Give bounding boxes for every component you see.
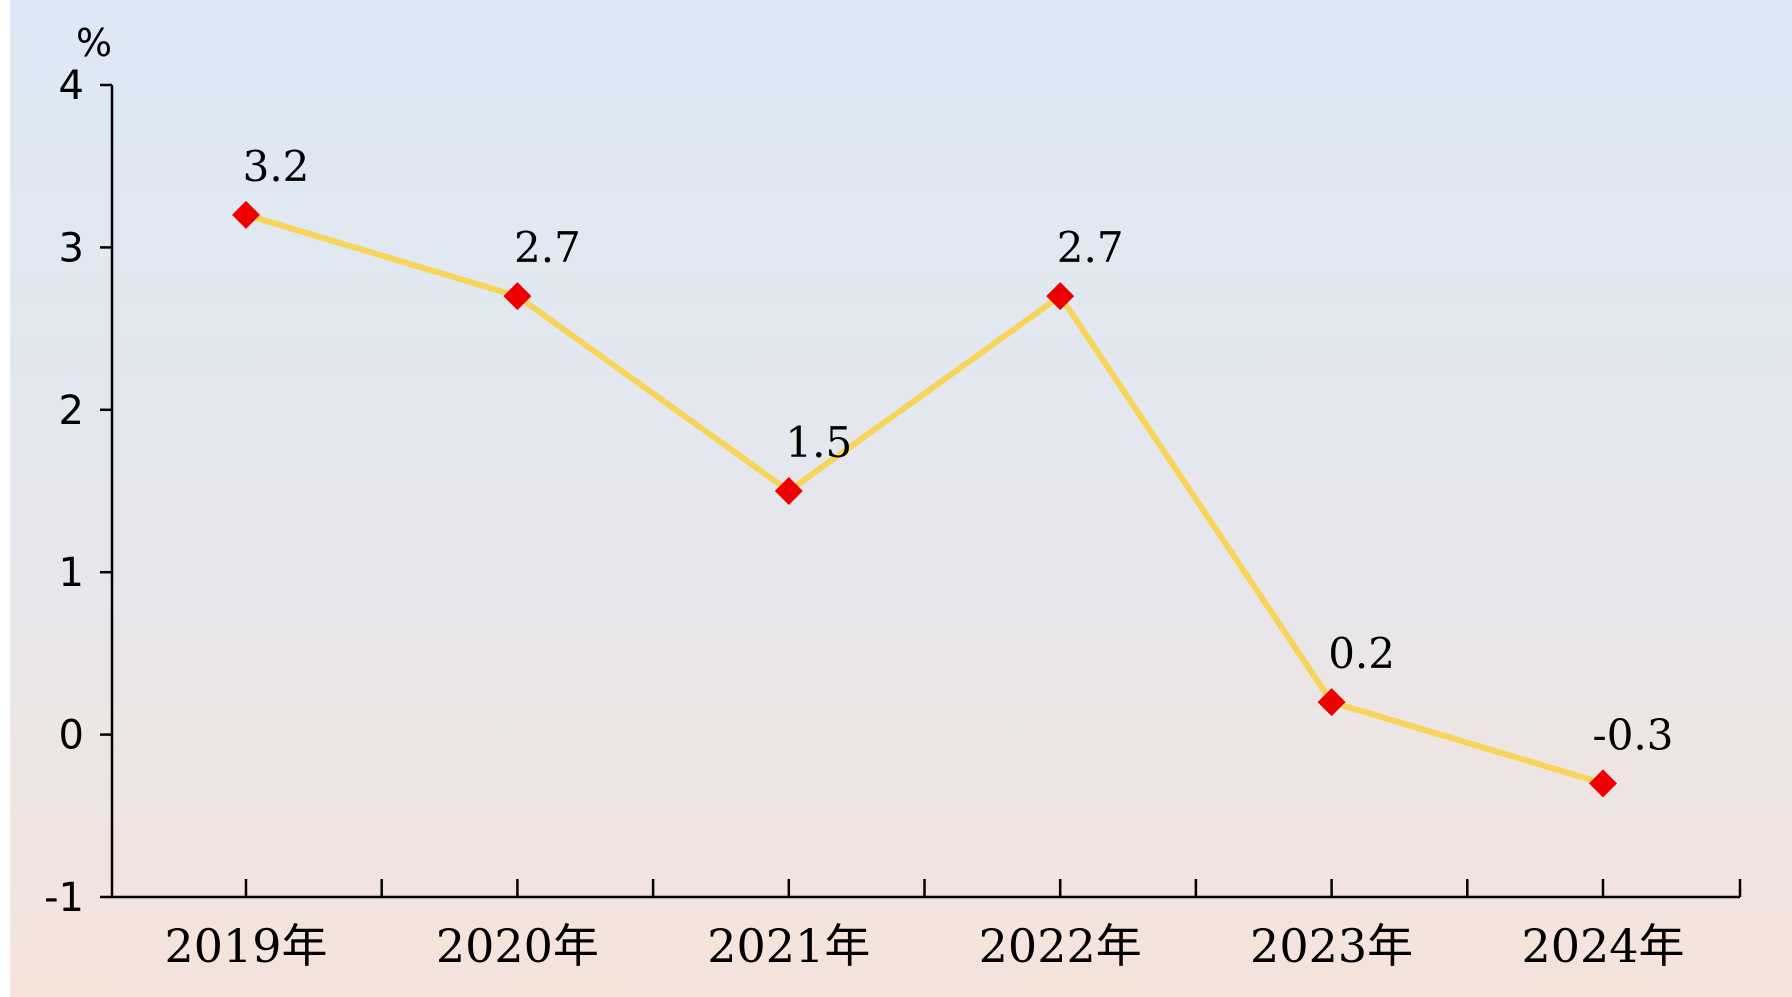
data-value-label: 0.2 [1328, 629, 1395, 678]
data-point-marker [1317, 688, 1346, 717]
data-value-label: 1.5 [785, 418, 852, 467]
x-tick-label: 2021年 [707, 919, 870, 973]
data-point-marker [774, 477, 803, 505]
data-point-marker [232, 200, 260, 229]
y-tick-label: 4 [59, 63, 84, 109]
x-tick-label: 2020年 [436, 919, 599, 973]
data-value-label: 3.2 [243, 142, 310, 191]
data-point-marker [1589, 769, 1617, 798]
y-axis-unit-label: % [76, 21, 112, 65]
x-axis-ticks: 2019年 2020年 2021年 2022年 2023年 2024年 [164, 879, 1742, 973]
x-tick-label: 2024年 [1521, 919, 1684, 973]
y-tick-label: -1 [44, 875, 84, 921]
data-point-marker [503, 282, 532, 311]
data-value-label: -0.3 [1593, 710, 1674, 759]
chart-background [10, 0, 1792, 997]
y-axis-ticks: -1 0 1 2 3 4 [44, 63, 112, 921]
x-tick-label: 2022年 [979, 919, 1142, 973]
x-tick-label: 2019年 [164, 919, 327, 973]
y-tick-label: 2 [59, 388, 84, 434]
data-markers [232, 200, 1617, 798]
data-value-label: 2.7 [514, 223, 581, 272]
y-tick-label: 3 [59, 225, 84, 271]
y-tick-label: 0 [59, 713, 84, 759]
data-labels: 3.2 2.7 1.5 2.7 0.2 -0.3 [243, 142, 1674, 759]
data-point-marker [1046, 282, 1075, 311]
cpi-series-line [243, 211, 1606, 787]
data-value-label: 2.7 [1057, 223, 1124, 272]
x-tick-label: 2023年 [1250, 919, 1413, 973]
y-tick-label: 1 [59, 550, 84, 596]
